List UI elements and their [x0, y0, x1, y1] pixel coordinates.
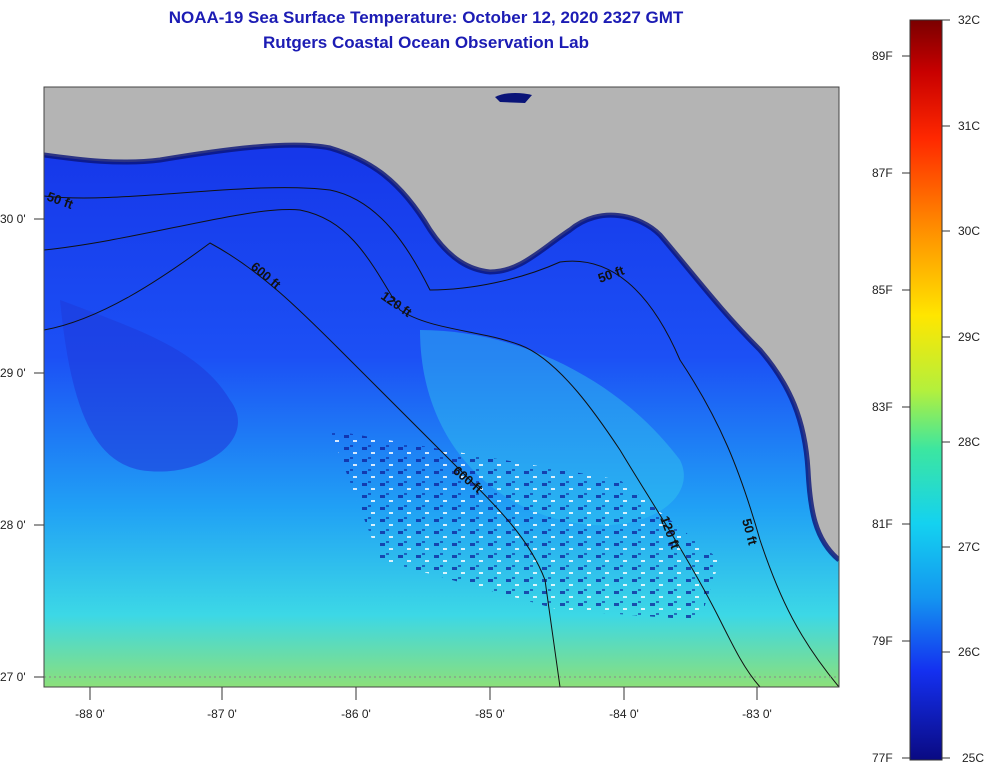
fahrenheit-tick: 85F [872, 283, 910, 297]
colorbar-gradient [909, 19, 943, 761]
svg-text:25C: 25C [962, 751, 984, 765]
celsius-tick: 27C [942, 540, 980, 554]
land-mass [44, 87, 839, 560]
celsius-tick: 29C [942, 330, 980, 344]
y-tick: 29 0' [0, 366, 44, 380]
map-frame [43, 86, 840, 688]
x-tick: -84 0' [609, 687, 639, 721]
celsius-tick: 28C [942, 435, 980, 449]
svg-text:85F: 85F [872, 283, 893, 297]
inland-lake [495, 92, 532, 103]
svg-text:29 0': 29 0' [0, 366, 26, 380]
svg-text:27C: 27C [958, 540, 980, 554]
x-tick: -83 0' [742, 687, 772, 721]
svg-text:77F: 77F [872, 751, 893, 765]
svg-text:31C: 31C [958, 119, 980, 133]
celsius-tick: 30C [942, 224, 980, 238]
fahrenheit-tick: 83F [872, 400, 910, 414]
svg-text:81F: 81F [872, 517, 893, 531]
svg-text:26C: 26C [958, 645, 980, 659]
svg-text:-83 0': -83 0' [742, 707, 772, 721]
svg-text:29C: 29C [958, 330, 980, 344]
y-tick: 28 0' [0, 518, 44, 532]
celsius-tick: 31C [942, 119, 980, 133]
svg-text:28C: 28C [958, 435, 980, 449]
svg-text:79F: 79F [872, 634, 893, 648]
celsius-tick: 32C [942, 13, 980, 27]
map-subtitle: Rutgers Coastal Ocean Observation Lab [263, 33, 589, 52]
svg-text:-85 0': -85 0' [475, 707, 505, 721]
cloud-speckles [330, 430, 720, 620]
contour-50ft [44, 187, 839, 687]
fahrenheit-tick: 81F [872, 517, 910, 531]
x-tick: -87 0' [207, 687, 237, 721]
svg-text:83F: 83F [872, 400, 893, 414]
x-tick: -86 0' [341, 687, 371, 721]
svg-text:30 0': 30 0' [0, 212, 26, 226]
fahrenheit-tick: 79F [872, 634, 910, 648]
fahrenheit-tick: 77F [872, 751, 910, 765]
celsius-tick: 26C [942, 645, 980, 659]
svg-text:-86 0': -86 0' [341, 707, 371, 721]
x-tick: -85 0' [475, 687, 505, 721]
svg-text:28 0': 28 0' [0, 518, 26, 532]
y-tick: 30 0' [0, 212, 44, 226]
cool-eddy-west [60, 300, 238, 472]
map-title: NOAA-19 Sea Surface Temperature: October… [168, 8, 684, 27]
svg-text:87F: 87F [872, 166, 893, 180]
y-tick: 27 0' [0, 670, 44, 684]
svg-text:27 0': 27 0' [0, 670, 26, 684]
svg-text:-87 0': -87 0' [207, 707, 237, 721]
coastline [44, 142, 839, 562]
fahrenheit-tick: 89F [872, 49, 910, 63]
contour-600ft [44, 242, 561, 687]
svg-text:89F: 89F [872, 49, 893, 63]
fahrenheit-tick: 87F [872, 166, 910, 180]
svg-text:-88 0': -88 0' [75, 707, 105, 721]
x-tick: -88 0' [75, 687, 105, 721]
svg-text:32C: 32C [958, 13, 980, 27]
contour-label: 50 ft [739, 517, 761, 547]
contour-120ft [44, 209, 761, 687]
svg-text:-84 0': -84 0' [609, 707, 639, 721]
celsius-tick: 25C [942, 751, 984, 765]
color-scale: 32C 31C 30C 29C 28C 27C 26C 25C 89F 87F … [872, 13, 984, 765]
svg-text:30C: 30C [958, 224, 980, 238]
